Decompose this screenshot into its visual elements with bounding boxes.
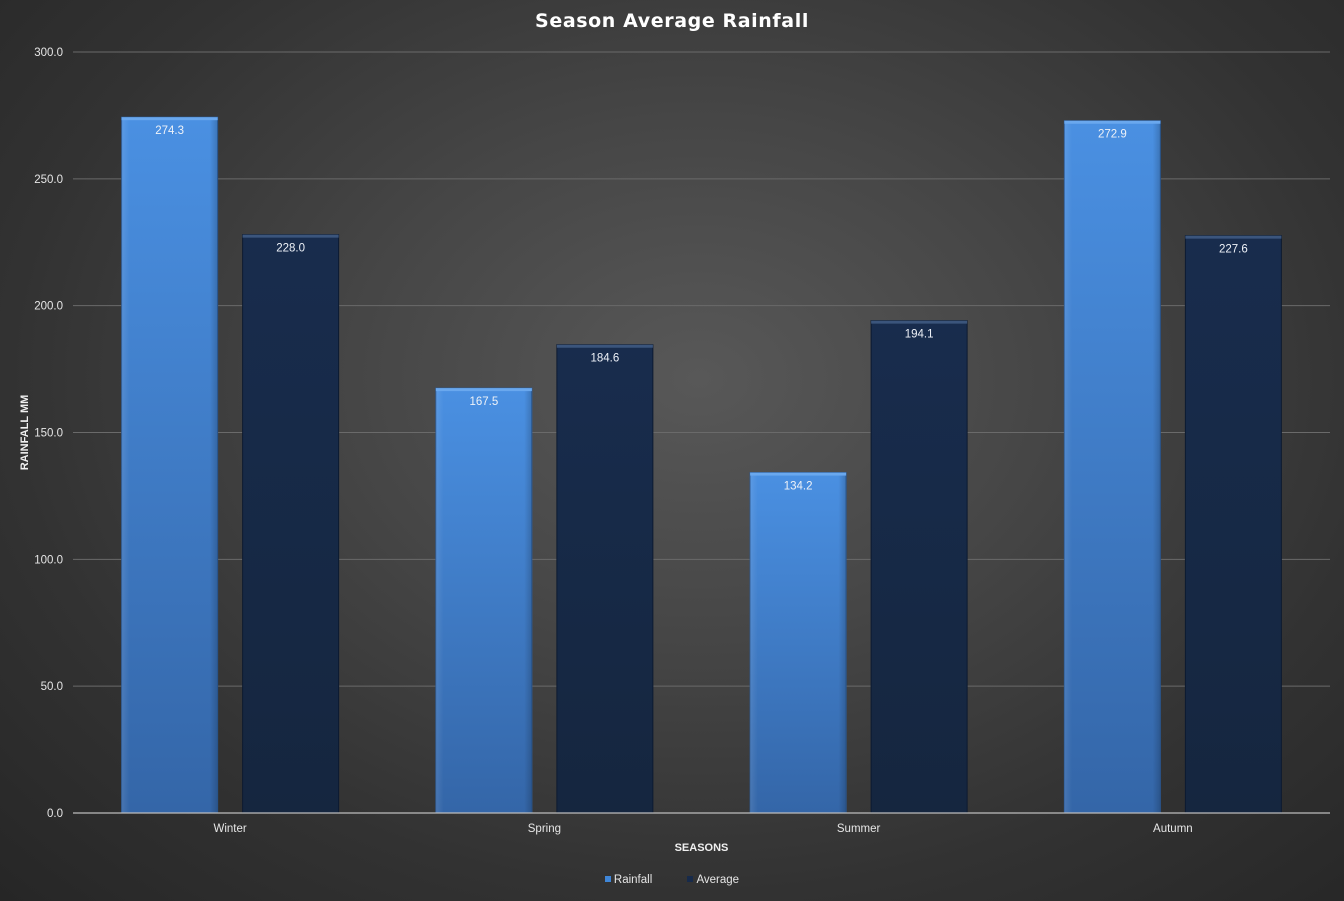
bar-shade-rainfall-spring <box>435 388 532 813</box>
y-tick-label: 100.0 <box>34 554 63 566</box>
bar-top-average-summer <box>871 320 968 324</box>
x-tick-label-winter: Winter <box>214 823 247 835</box>
y-tick-label: 50.0 <box>41 681 63 693</box>
x-axis-ticks: Winter Spring Summer Autumn <box>214 823 1193 835</box>
bar-top-rainfall-summer <box>750 472 847 476</box>
data-label-average-autumn: 227.6 <box>1219 244 1248 256</box>
bar-top-rainfall-spring <box>435 388 532 392</box>
bar-average-autumn[interactable] <box>1184 235 1282 814</box>
bar-average-summer[interactable] <box>870 320 968 814</box>
legend: Rainfall Average <box>0 874 1344 886</box>
y-tick-label: 250.0 <box>34 174 63 186</box>
bar-top-rainfall-winter <box>121 117 218 121</box>
data-label-rainfall-summer: 134.2 <box>784 481 813 493</box>
bar-top-average-spring <box>556 344 653 348</box>
legend-label-average: Average <box>696 874 740 886</box>
bar-average-spring[interactable] <box>556 344 654 814</box>
y-tick-label: 0.0 <box>47 808 63 820</box>
bar-shade-rainfall-winter <box>121 117 218 814</box>
data-label-average-spring: 184.6 <box>590 353 619 365</box>
bar-shade-rainfall-autumn <box>1064 120 1161 814</box>
x-tick-label-spring: Spring <box>528 823 561 835</box>
data-labels: 274.3 228.0 167.5 184.6 134.2 194.1 272.9 227.6 <box>155 125 1248 492</box>
data-label-average-summer: 194.1 <box>905 329 934 341</box>
chart-title: Season Average Rainfall <box>535 10 809 32</box>
data-label-average-winter: 228.0 <box>276 243 305 255</box>
bar-top-average-autumn <box>1185 235 1282 239</box>
data-label-rainfall-spring: 167.5 <box>469 396 498 408</box>
legend-swatch-average <box>687 876 694 882</box>
y-axis-ticks: 0.0 50.0 100.0 150.0 200.0 250.0 300.0 <box>34 47 63 820</box>
x-axis-title: SEASONS <box>675 842 729 854</box>
y-axis-title: RAINFALL MM <box>19 395 31 471</box>
y-tick-label: 150.0 <box>34 428 63 440</box>
x-tick-label-autumn: Autumn <box>1153 823 1193 835</box>
bar-top-average-winter <box>242 234 339 238</box>
bar-shade-rainfall-summer <box>750 472 847 813</box>
legend-item-average[interactable]: Average <box>687 874 739 886</box>
x-tick-label-summer: Summer <box>837 823 881 835</box>
y-tick-label: 200.0 <box>34 301 63 313</box>
y-tick-label: 300.0 <box>34 47 63 59</box>
legend-label-rainfall: Rainfall <box>613 874 653 886</box>
data-label-rainfall-autumn: 272.9 <box>1098 129 1127 141</box>
legend-swatch-rainfall <box>604 876 611 882</box>
bars <box>121 116 1282 814</box>
legend-item-rainfall[interactable]: Rainfall <box>604 874 653 886</box>
data-label-rainfall-winter: 274.3 <box>155 125 184 137</box>
bar-top-rainfall-autumn <box>1064 120 1161 124</box>
bar-average-winter[interactable] <box>242 234 340 814</box>
